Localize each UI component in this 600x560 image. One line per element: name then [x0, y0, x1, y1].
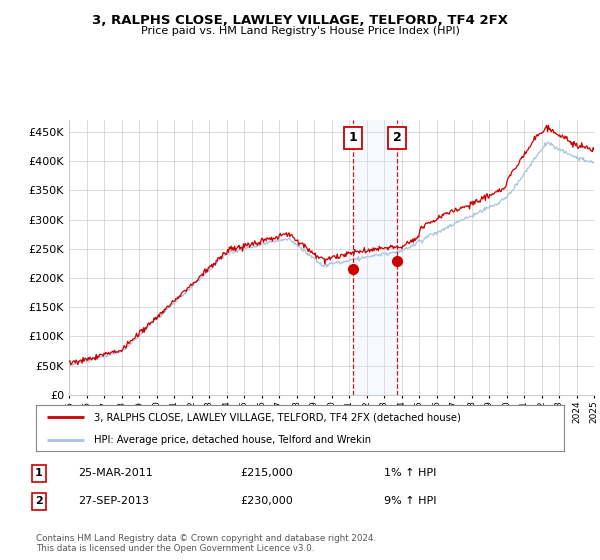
Text: HPI: Average price, detached house, Telford and Wrekin: HPI: Average price, detached house, Telf…: [94, 435, 371, 445]
Text: 1% ↑ HPI: 1% ↑ HPI: [384, 468, 436, 478]
Text: 25-MAR-2011: 25-MAR-2011: [78, 468, 153, 478]
Text: 2: 2: [35, 496, 43, 506]
Text: £215,000: £215,000: [240, 468, 293, 478]
Text: 9% ↑ HPI: 9% ↑ HPI: [384, 496, 437, 506]
Text: 3, RALPHS CLOSE, LAWLEY VILLAGE, TELFORD, TF4 2FX: 3, RALPHS CLOSE, LAWLEY VILLAGE, TELFORD…: [92, 14, 508, 27]
Text: 3, RALPHS CLOSE, LAWLEY VILLAGE, TELFORD, TF4 2FX (detached house): 3, RALPHS CLOSE, LAWLEY VILLAGE, TELFORD…: [94, 412, 461, 422]
Text: £230,000: £230,000: [240, 496, 293, 506]
Text: 1: 1: [349, 132, 358, 144]
Text: 1: 1: [35, 468, 43, 478]
Bar: [353, 120, 397, 395]
Text: Price paid vs. HM Land Registry's House Price Index (HPI): Price paid vs. HM Land Registry's House …: [140, 26, 460, 36]
Text: Contains HM Land Registry data © Crown copyright and database right 2024.
This d: Contains HM Land Registry data © Crown c…: [36, 534, 376, 553]
Text: 27-SEP-2013: 27-SEP-2013: [78, 496, 149, 506]
Text: 2: 2: [392, 132, 401, 144]
